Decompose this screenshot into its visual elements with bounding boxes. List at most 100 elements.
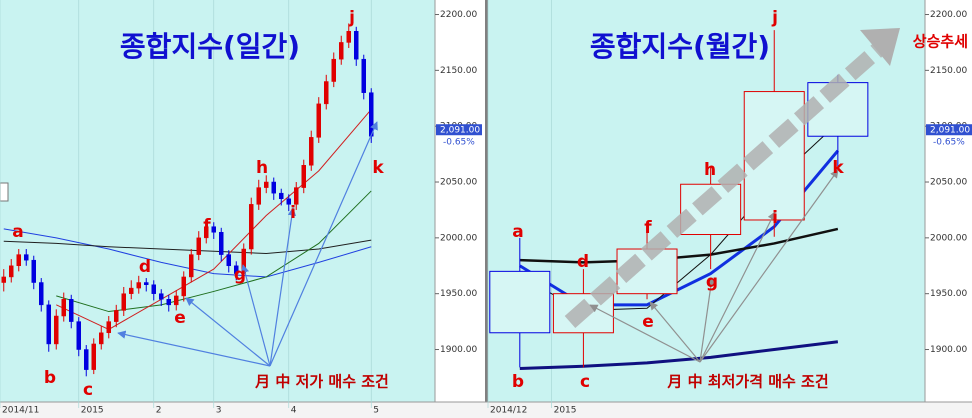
candle-body bbox=[324, 81, 329, 105]
price-label: 2,091.00 bbox=[440, 126, 480, 136]
candle-body bbox=[196, 237, 201, 255]
axis-background bbox=[925, 0, 972, 402]
candle-body bbox=[106, 321, 111, 334]
trend-arrow bbox=[564, 42, 886, 328]
x-tick-label: 2014/12 bbox=[490, 406, 527, 416]
change-label: -0.65% bbox=[933, 138, 965, 148]
candle-body bbox=[219, 232, 224, 255]
point-label: c bbox=[580, 372, 590, 392]
candle-body bbox=[54, 315, 59, 345]
point-label: d bbox=[577, 252, 589, 272]
candle-body bbox=[69, 299, 74, 322]
y-tick-label: 2150.00 bbox=[440, 66, 477, 76]
candle-body bbox=[151, 284, 156, 294]
candle-body bbox=[271, 181, 276, 194]
panel: 1900.001950.002000.002050.002100.002150.… bbox=[0, 0, 482, 416]
arrow bbox=[240, 264, 271, 367]
arrow bbox=[185, 297, 271, 367]
point-label: j bbox=[348, 8, 355, 28]
candle-body bbox=[61, 299, 66, 317]
x-tick-label: 2014/11 bbox=[2, 406, 39, 416]
candle-body bbox=[279, 192, 284, 200]
candle-body bbox=[24, 254, 29, 261]
point-label: a bbox=[12, 222, 23, 242]
y-tick-label: 2000.00 bbox=[930, 233, 967, 243]
candle-body bbox=[16, 254, 21, 267]
axis-background bbox=[435, 0, 485, 402]
point-label: e bbox=[174, 308, 186, 328]
moving-average bbox=[519, 340, 839, 370]
candle-body bbox=[301, 165, 306, 188]
candle-body bbox=[46, 304, 51, 345]
candle-body bbox=[159, 293, 164, 300]
price-badge bbox=[436, 124, 482, 136]
x-tick-label: 3 bbox=[216, 406, 222, 416]
point-label: h bbox=[256, 158, 268, 178]
moving-average bbox=[3, 239, 372, 254]
point-label: g bbox=[234, 265, 246, 285]
candle-body bbox=[346, 31, 351, 43]
point-label: j bbox=[771, 8, 778, 28]
point-label: d bbox=[139, 257, 151, 277]
candle-body bbox=[204, 226, 209, 239]
chart-title: 종합지수(월간) bbox=[590, 30, 770, 63]
point-label: k bbox=[372, 158, 384, 178]
y-tick-label: 2150.00 bbox=[930, 66, 967, 76]
note: 月 中 최저가격 매수 조건 bbox=[666, 373, 828, 391]
candle-body bbox=[309, 137, 314, 166]
candle-body bbox=[226, 254, 231, 267]
point-label: c bbox=[83, 380, 93, 400]
arrow bbox=[117, 330, 271, 367]
y-tick-label: 2200.00 bbox=[930, 10, 967, 20]
moving-average bbox=[519, 227, 839, 264]
candle-body bbox=[84, 349, 89, 370]
panel: 1900.001950.002000.002050.002100.002150.… bbox=[487, 0, 972, 416]
candle-body bbox=[339, 42, 344, 60]
y-tick-label: 2200.00 bbox=[440, 10, 477, 20]
candle-body bbox=[331, 58, 336, 82]
arrow bbox=[589, 304, 701, 363]
point-label: e bbox=[642, 312, 654, 332]
arrow bbox=[269, 121, 378, 367]
candle-body bbox=[99, 332, 104, 345]
candle-body bbox=[136, 282, 141, 289]
candle-body bbox=[76, 321, 81, 350]
candle-body bbox=[144, 282, 149, 285]
chart-title: 종합지수(일간) bbox=[120, 30, 300, 63]
candle-body bbox=[264, 181, 269, 188]
candle-body bbox=[1, 276, 6, 283]
divider bbox=[485, 0, 488, 418]
candle-body bbox=[9, 265, 14, 278]
y-tick-label: 1900.00 bbox=[930, 345, 967, 355]
price-label: 2,091.00 bbox=[930, 126, 970, 136]
change-label: -0.65% bbox=[443, 138, 475, 148]
candle-body bbox=[174, 295, 179, 306]
point-label: f bbox=[644, 218, 652, 238]
candle-body bbox=[241, 248, 246, 274]
candle-body bbox=[129, 287, 134, 294]
candle-body bbox=[489, 270, 551, 334]
candle-body bbox=[249, 204, 254, 250]
x-tick-label: 2015 bbox=[81, 406, 104, 416]
trend-label: 상승추세 bbox=[913, 33, 968, 51]
y-tick-label: 2000.00 bbox=[440, 233, 477, 243]
candle-body bbox=[369, 92, 374, 137]
candle-body bbox=[616, 248, 678, 295]
moving-average bbox=[3, 228, 372, 278]
candle-body bbox=[211, 226, 216, 233]
point-label: f bbox=[203, 216, 211, 236]
y-tick-label: 1950.00 bbox=[930, 289, 967, 299]
candle-body bbox=[234, 265, 239, 274]
scroll-button[interactable] bbox=[0, 182, 9, 202]
candle-body bbox=[361, 58, 366, 93]
y-tick-label: 2050.00 bbox=[930, 178, 967, 188]
candle-body bbox=[354, 31, 359, 60]
candle-body bbox=[121, 293, 126, 311]
arrow bbox=[269, 207, 297, 367]
point-label: g bbox=[706, 272, 718, 292]
date-axis-background bbox=[0, 402, 972, 418]
arrow bbox=[699, 211, 776, 363]
price-badge bbox=[926, 124, 972, 136]
y-tick-label: 1950.00 bbox=[440, 289, 477, 299]
